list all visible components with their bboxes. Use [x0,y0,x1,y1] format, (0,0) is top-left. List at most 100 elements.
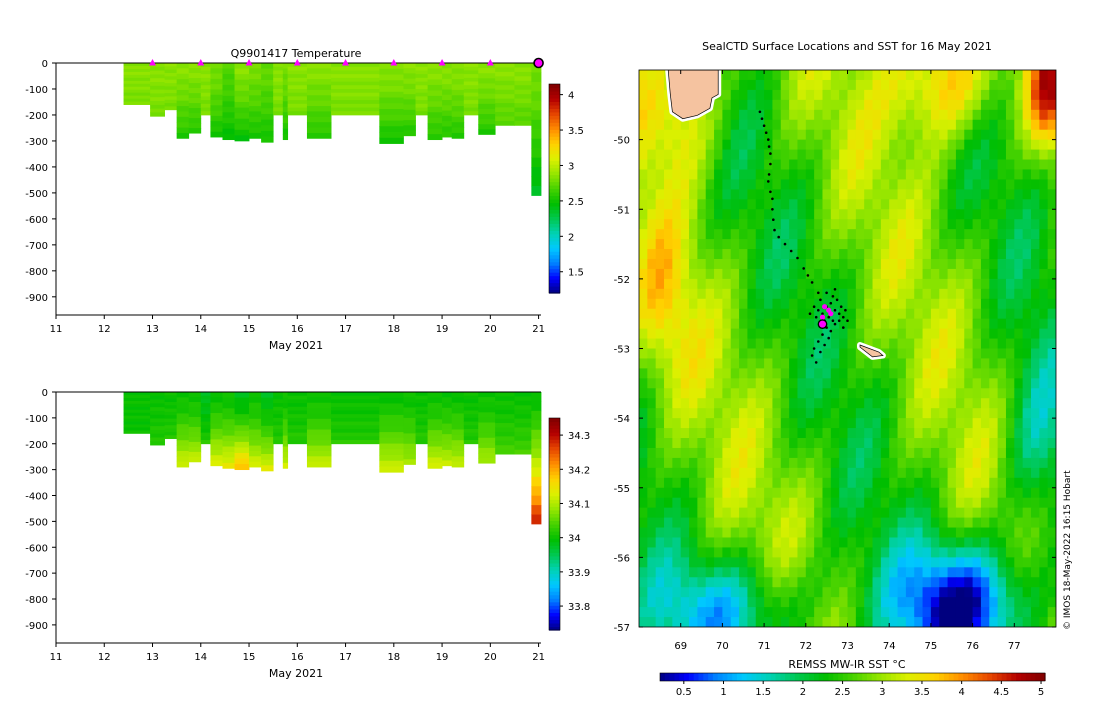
sst-cell [847,119,857,131]
sst-cell [855,179,865,190]
sst-cell [805,358,815,369]
profile-cell [514,449,532,455]
sst-cell [847,99,857,111]
sst-cell [797,298,807,310]
sst-cell [855,418,865,429]
sst-cell [680,229,690,240]
sst-cell [1030,418,1040,429]
sst-cell [772,587,782,598]
sst-cell [1014,477,1024,489]
sst-cell [680,408,690,419]
sst-cell [789,358,798,369]
sst-cell [930,467,940,479]
sst-cell [714,577,723,588]
sst-cell [764,119,773,131]
sst-cell [722,268,732,280]
sst-cell [772,159,782,170]
sst-cell [730,358,740,369]
sst-cell [930,129,940,141]
sst-cell [764,547,773,558]
map-axes: 69 70 71 72 73 74 75 76 77-50-51-52-53-54-55-56-… [614,69,1057,652]
profile-cell [210,434,223,440]
sst-cell [972,139,982,151]
profile-cell [249,392,262,398]
sst-cell [689,547,698,558]
sst-cell [964,139,974,151]
sst-cell [989,219,999,230]
profile-cell [200,399,211,404]
sst-cell [764,368,773,379]
sst-cell [1005,477,1015,489]
sst-cell [1030,547,1040,558]
sst-cell [797,119,807,131]
sst-cell [697,418,707,429]
sst-cell [697,447,707,459]
profile-cell [379,409,404,416]
sst-cell [689,507,698,519]
sst-cell [1039,139,1049,151]
sst-cell [739,348,748,359]
track-point [783,242,787,246]
sst-cell [772,70,782,81]
sst-cell [789,507,798,519]
sst-cell [989,199,999,210]
sst-cell [930,338,940,349]
sst-cell [830,209,840,220]
sst-cell [1030,507,1040,519]
sst-cell [864,358,874,369]
sst-cell [739,477,748,489]
sst-cell [789,438,798,449]
colorbar-segment [549,541,560,546]
sst-cell [905,268,915,280]
sst-cell [1022,149,1032,161]
sighting-point [828,311,834,317]
profile-cell [287,425,308,430]
profile-cell [287,81,308,86]
track-point [827,315,830,319]
sst-cell [714,99,723,111]
sst-cell [680,477,690,489]
sst-cell [980,149,990,161]
profile-cell [306,429,332,436]
sst-cell [964,428,974,439]
sst-cell [989,507,999,519]
sst-cell [805,607,815,618]
profile-cell [531,429,542,440]
sst-cell [755,557,765,568]
sst-cell [1005,507,1015,519]
sst-cell [705,378,715,389]
sst-cell [914,79,924,91]
sst-cell [655,577,665,588]
sst-cell [739,298,748,310]
sst-cell [864,507,874,519]
sst-cell [639,457,648,469]
sst-cell [955,199,965,210]
profile-cell [442,439,453,446]
sst-colorbar-frame [659,672,1046,682]
sst-cell [997,159,1007,170]
sst-cell [997,438,1007,449]
sst-cell [1014,378,1024,389]
sst-cell [1039,119,1049,131]
profile-cell [210,68,223,74]
sst-cell [922,358,932,369]
profile-cell [442,84,453,90]
sst-cell [1005,219,1015,230]
sst-cell [905,607,915,618]
profile-cell [463,392,479,397]
sst-cell [1039,487,1049,499]
sst-cell [1014,139,1024,151]
profile-cell [478,392,496,398]
sst-cell [764,189,773,200]
sst-cell [914,99,924,111]
sst-cell [930,209,940,220]
sst-cell [655,89,665,101]
sst-cell [914,159,924,170]
sst-cell [755,109,765,121]
sst-cell [855,209,865,220]
sst-colorbar-segment [915,673,921,681]
sst-cell [680,249,690,260]
sst-cell [664,587,673,598]
track-point [810,354,814,357]
profile-cell [176,413,190,420]
